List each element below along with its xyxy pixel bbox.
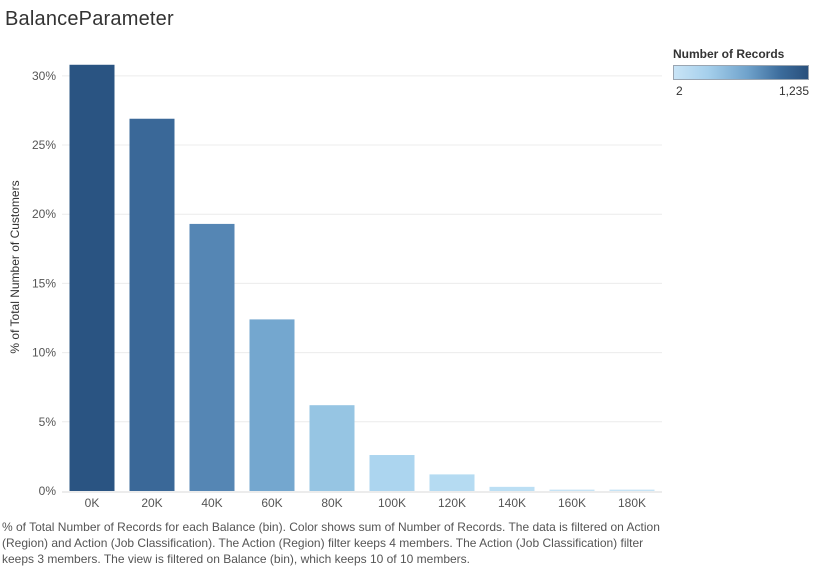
x-tick-label: 80K [321,496,342,510]
bar-40k[interactable] [189,223,235,491]
legend-title: Number of Records [673,47,785,61]
bar-140k[interactable] [489,486,535,491]
y-tick-label: 10% [32,346,56,360]
bar-chart: 0% 5% 10% 15% 20% 25% 30% 0K 20K 40K 60K 80K 100K 12… [8,64,662,510]
bar-120k[interactable] [429,474,475,491]
chart-title: BalanceParameter [5,8,174,30]
y-tick-label: 15% [32,276,56,290]
x-tick-label: 0K [85,496,100,510]
y-axis-label: % of Total Number of Customers [8,180,22,353]
bar-20k[interactable] [129,118,175,491]
bar-80k[interactable] [309,405,355,491]
x-tick-label: 160K [558,496,586,510]
bar-180k[interactable] [609,489,655,491]
gridlines [62,75,662,423]
legend-gradient [673,65,809,80]
color-legend: Number of Records 2 1,235 [673,47,809,98]
y-tick-label: 30% [32,69,56,83]
x-tick-label: 140K [498,496,526,510]
legend-max-label: 1,235 [778,84,809,98]
y-tick-label: 0% [39,484,57,498]
x-tick-label: 120K [438,496,466,510]
bar-0k[interactable] [69,64,115,492]
bar-160k[interactable] [549,489,595,491]
legend-min-label: 2 [676,84,683,98]
y-tick-label: 25% [32,138,56,152]
chart-caption: % of Total Number of Records for each Ba… [2,520,660,566]
y-tick-label: 20% [32,207,56,221]
x-tick-label: 180K [618,496,646,510]
x-tick-label: 40K [201,496,222,510]
x-tick-label: 60K [261,496,282,510]
y-axis-ticks: 0% 5% 10% 15% 20% 25% 30% [32,69,56,498]
bar-100k[interactable] [369,455,415,491]
y-tick-label: 5% [39,415,57,429]
x-tick-label: 100K [378,496,406,510]
x-tick-label: 20K [141,496,162,510]
bar-60k[interactable] [249,319,295,491]
x-axis-ticks: 0K 20K 40K 60K 80K 100K 120K 140K 160K 180K [85,496,646,510]
bars [69,64,655,492]
